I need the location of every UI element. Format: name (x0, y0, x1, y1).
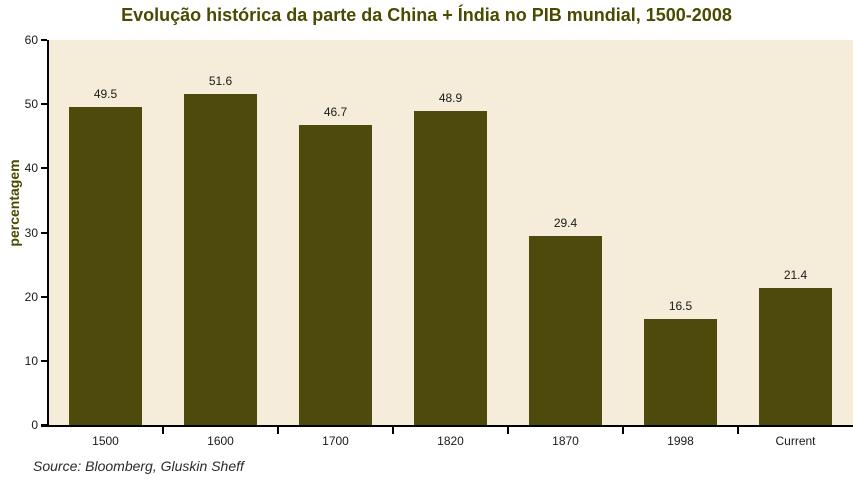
y-tick-label: 0 (31, 418, 38, 432)
y-tick-label: 50 (24, 97, 38, 112)
y-tick-mark (41, 167, 47, 170)
y-tick-mark (41, 231, 47, 234)
bar-value-label: 16.5 (668, 299, 693, 314)
bar-1600 (184, 93, 257, 425)
x-category-label: 1998 (667, 434, 694, 448)
bar-1870 (529, 236, 602, 425)
x-axis-line (41, 425, 853, 427)
x-category-label: 1600 (207, 434, 234, 448)
x-tick-mark (277, 427, 279, 434)
chart-title: Evolução histórica da parte da China + Í… (121, 5, 732, 25)
x-category-label: 1700 (322, 434, 349, 448)
y-tick-mark (41, 359, 47, 362)
x-tick-mark (507, 427, 509, 434)
source-note: Source: Bloomberg, Gluskin Sheff (33, 458, 244, 474)
x-tick-mark (737, 427, 739, 434)
x-tick-mark (162, 427, 164, 434)
bar-1820 (414, 111, 487, 425)
y-tick-label: 60 (24, 33, 38, 47)
y-tick-mark (41, 295, 47, 298)
x-category-label: 1820 (437, 434, 464, 448)
x-category-label: Current (775, 434, 816, 448)
bar-1500 (69, 107, 142, 425)
y-tick-label: 20 (24, 289, 38, 304)
bar-1998 (644, 319, 717, 425)
x-category-label: 1870 (552, 434, 579, 448)
bar-1700 (299, 125, 372, 425)
y-tick-mark (41, 39, 47, 41)
y-tick-label: 30 (24, 225, 38, 240)
x-tick-mark (622, 427, 624, 434)
x-category-label: 1500 (92, 434, 119, 448)
bar-value-label: 48.9 (438, 91, 463, 106)
bar-Current (759, 287, 832, 425)
y-axis-line (47, 40, 49, 427)
y-tick-mark (41, 103, 47, 106)
x-tick-mark (392, 427, 394, 434)
y-tick-label: 10 (24, 353, 38, 368)
bar-value-label: 21.4 (783, 267, 808, 282)
y-tick-label: 40 (24, 161, 38, 176)
bar-value-label: 46.7 (323, 105, 348, 120)
y-tick-mark (41, 424, 47, 426)
bar-value-label: 29.4 (553, 216, 578, 231)
bar-value-label: 51.6 (208, 73, 233, 88)
y-axis-title: percentagem (6, 159, 22, 247)
bar-value-label: 49.5 (93, 87, 118, 102)
